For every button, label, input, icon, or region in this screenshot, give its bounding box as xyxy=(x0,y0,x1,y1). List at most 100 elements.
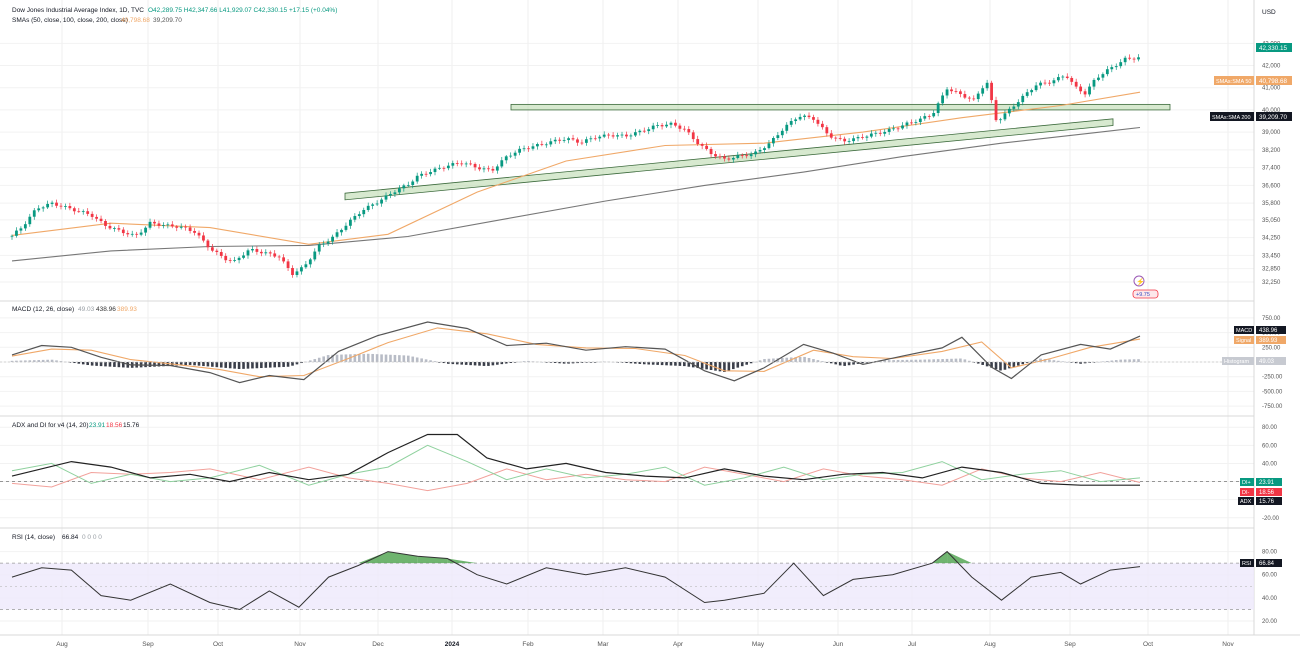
candle-body xyxy=(985,82,989,89)
histogram-bar xyxy=(286,362,290,367)
candle-body xyxy=(910,122,913,124)
histogram-bar xyxy=(562,362,566,364)
rsi-overbought-fill xyxy=(947,551,972,564)
candle-body xyxy=(883,131,887,134)
candle-body xyxy=(184,226,188,228)
macd-legend-v3: 389.93 xyxy=(117,306,137,313)
histogram-bar xyxy=(55,360,58,362)
candle-body xyxy=(602,134,606,137)
candle-body xyxy=(340,229,343,233)
adx-line xyxy=(11,433,1140,486)
candle-body xyxy=(300,267,303,272)
candle-body xyxy=(718,156,722,158)
candle-body xyxy=(513,152,517,156)
histogram-bar xyxy=(687,362,691,367)
candle-body xyxy=(914,122,918,123)
price-tick-label: 36,600 xyxy=(1262,183,1281,189)
svg-text:DI+: DI+ xyxy=(1242,480,1251,486)
candle-body xyxy=(375,203,379,205)
sma200-line xyxy=(11,126,1141,262)
candle-body xyxy=(656,125,660,126)
event-lightning-icon[interactable]: ⚡ xyxy=(1133,275,1145,287)
adx-legend-label: ADX and DI for v4 (14, 20) xyxy=(12,422,89,429)
candle-body xyxy=(620,134,624,136)
candle-body xyxy=(237,257,241,261)
chart-title: Dow Jones Industrial Average Index, 1D, … xyxy=(12,7,144,14)
histogram-bar xyxy=(656,362,659,365)
event-badge[interactable]: +9.75 xyxy=(1132,289,1159,299)
histogram-bar xyxy=(1106,360,1109,362)
histogram-bar xyxy=(420,358,423,362)
histogram-bar xyxy=(732,362,735,370)
histogram-bar xyxy=(994,362,998,370)
histogram-bar xyxy=(714,362,717,371)
resistance-zone[interactable] xyxy=(510,103,1171,111)
histogram-bar xyxy=(202,362,205,367)
macd-tag: MACD 438.96 xyxy=(1234,326,1286,334)
candle-body xyxy=(464,163,468,165)
time-axis-label: 2024 xyxy=(445,641,460,648)
candle-body xyxy=(1083,91,1087,95)
candle-body xyxy=(531,146,535,149)
histogram-bar xyxy=(976,362,980,364)
macd-tick-label: 750.00 xyxy=(1262,316,1281,322)
candle-body xyxy=(188,227,192,231)
candle-body xyxy=(72,208,76,212)
histogram-bar xyxy=(331,354,334,362)
signal-tag: Signal 389.93 xyxy=(1234,336,1286,344)
histogram-bar xyxy=(847,362,851,366)
histogram-bar xyxy=(959,358,962,362)
candle-body xyxy=(638,130,642,133)
candle-body xyxy=(874,132,878,134)
candle-body xyxy=(202,235,205,241)
time-axis-label: Sep xyxy=(1064,641,1076,648)
candle-body xyxy=(829,133,833,138)
candle-body xyxy=(1061,76,1065,78)
histogram-bar xyxy=(455,362,459,365)
candle-body xyxy=(500,160,504,167)
candle-body xyxy=(918,118,922,123)
candle-body xyxy=(344,225,348,230)
histogram-bar xyxy=(736,362,740,368)
histogram-bar xyxy=(1025,362,1029,363)
histogram-bar xyxy=(740,362,744,367)
adx-legend-v1: 23.91 xyxy=(89,422,106,429)
candle-body xyxy=(144,227,147,233)
candle-body xyxy=(130,233,134,235)
rsi-tick-label: 20.00 xyxy=(1262,619,1278,625)
candle-body xyxy=(651,125,655,130)
histogram-bar xyxy=(438,362,441,363)
candle-body xyxy=(562,140,566,141)
candle-body xyxy=(852,138,855,142)
rsi-tick-label: 60.00 xyxy=(1262,573,1278,579)
price-tick-label: 40,000 xyxy=(1262,108,1281,114)
histogram-bar xyxy=(553,362,557,363)
candle-body xyxy=(932,113,936,117)
candle-body xyxy=(1007,108,1011,114)
candle-body xyxy=(175,226,179,228)
svg-text:Histogram: Histogram xyxy=(1224,359,1249,365)
candle-body xyxy=(990,82,993,101)
histogram-bar xyxy=(1137,359,1140,362)
histogram-bar xyxy=(469,362,472,366)
candle-body xyxy=(1123,57,1127,63)
histogram-bar xyxy=(371,353,374,362)
candle-body xyxy=(731,157,735,160)
histogram-bar xyxy=(197,362,201,366)
candle-body xyxy=(206,240,210,248)
histogram-bar xyxy=(1097,361,1100,363)
candle-body xyxy=(700,144,704,146)
histogram-bar xyxy=(282,362,285,367)
time-axis-label: Mar xyxy=(597,641,609,648)
histogram-bar xyxy=(344,354,348,362)
histogram-bar xyxy=(1114,360,1118,362)
candle-body xyxy=(81,211,85,213)
histogram-bar xyxy=(32,360,36,362)
histogram-bar xyxy=(460,362,464,365)
svg-text:49.03: 49.03 xyxy=(1259,359,1275,365)
candle-body xyxy=(625,134,628,137)
time-axis-label: Dec xyxy=(372,641,384,648)
rsi-tick-label: 80.00 xyxy=(1262,550,1278,556)
histogram-bar xyxy=(15,360,18,362)
